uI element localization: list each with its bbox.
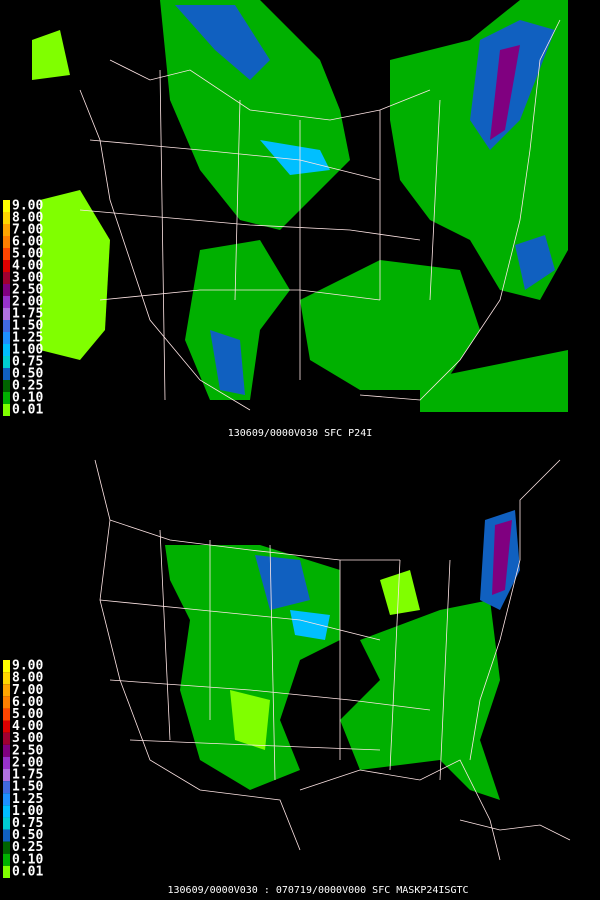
legend-swatch xyxy=(3,356,10,368)
legend-label: 6.00 xyxy=(12,695,43,710)
legend-swatch xyxy=(3,236,10,248)
legend-swatch xyxy=(3,684,10,697)
precip-area xyxy=(420,350,568,412)
precip-area xyxy=(290,610,330,640)
legend-label: 2.00 xyxy=(12,295,43,310)
legend-label: 0.75 xyxy=(12,355,43,370)
state-borders xyxy=(99,519,451,781)
legend-label: 0.10 xyxy=(12,391,43,406)
precip-area xyxy=(230,690,270,750)
legend-swatch xyxy=(3,708,10,721)
legend-swatch xyxy=(3,769,10,782)
legend-label: 2.50 xyxy=(12,283,43,298)
legend-label: 3.00 xyxy=(12,271,43,286)
map-caption: 130609/0000V030 SFC P24I xyxy=(228,428,373,439)
legend-label: 1.25 xyxy=(12,331,43,346)
legend-label: 7.00 xyxy=(12,683,43,698)
precip-area xyxy=(185,240,290,400)
legend-swatch xyxy=(3,805,10,818)
coastline xyxy=(94,459,571,861)
legend-swatch xyxy=(3,248,10,260)
legend-swatch xyxy=(3,817,10,830)
legend-label: 1.00 xyxy=(12,804,43,819)
legend-swatch xyxy=(3,308,10,320)
precip-area xyxy=(260,140,330,175)
legend-swatch xyxy=(3,392,10,404)
legend-swatch xyxy=(3,781,10,794)
legend-swatch xyxy=(3,260,10,272)
legend-swatch xyxy=(3,344,10,356)
state-borders xyxy=(79,59,441,401)
precip-area xyxy=(210,330,245,395)
legend-label: 8.00 xyxy=(12,211,43,226)
legend-swatch xyxy=(3,660,10,673)
legend-swatch xyxy=(3,720,10,733)
legend-swatch xyxy=(3,272,10,284)
map-panel-1 xyxy=(32,0,568,412)
legend-swatch xyxy=(3,793,10,806)
precip-area xyxy=(300,260,480,390)
precip-area xyxy=(32,30,70,80)
precip-area xyxy=(490,45,520,140)
legend-swatch xyxy=(3,380,10,392)
legend-label: 5.00 xyxy=(12,707,43,722)
legend-label: 0.25 xyxy=(12,379,43,394)
legend-swatch xyxy=(3,200,10,212)
legend-label: 1.75 xyxy=(12,307,43,322)
legend-swatch xyxy=(3,368,10,380)
map-caption: 130609/0000V030 : 070719/0000V000 SFC MA… xyxy=(167,885,468,896)
legend-label: 6.00 xyxy=(12,235,43,250)
precip-area xyxy=(175,5,270,80)
precip-area xyxy=(515,235,555,290)
legend-swatch xyxy=(3,841,10,854)
legend-swatch xyxy=(3,732,10,745)
legend-label: 8.00 xyxy=(12,671,43,686)
legend-label: 0.10 xyxy=(12,852,43,867)
map-panel-2 xyxy=(94,459,571,861)
precip-area xyxy=(165,545,340,790)
legend-label: 0.25 xyxy=(12,840,43,855)
legend-label: 0.50 xyxy=(12,367,43,382)
legend-label: 5.00 xyxy=(12,247,43,262)
legend-label: 3.00 xyxy=(12,731,43,746)
legend-swatch xyxy=(3,320,10,332)
legend-swatch xyxy=(3,756,10,769)
legend-swatch xyxy=(3,332,10,344)
legend-swatch xyxy=(3,296,10,308)
legend-swatch xyxy=(3,212,10,224)
legend-label: 4.00 xyxy=(12,259,43,274)
legend-label: 9.00 xyxy=(12,659,43,674)
legend-label: 1.50 xyxy=(12,780,43,795)
precip-area xyxy=(492,520,512,595)
legend-label: 0.01 xyxy=(12,403,43,418)
legend-swatch xyxy=(3,853,10,866)
legend-label: 2.00 xyxy=(12,755,43,770)
legend-swatch xyxy=(3,224,10,236)
legend-label: 7.00 xyxy=(12,223,43,238)
legend-label: 9.00 xyxy=(12,199,43,214)
legend-swatch xyxy=(3,672,10,685)
legend-label: 1.75 xyxy=(12,768,43,783)
legend-label: 0.01 xyxy=(12,864,43,879)
legend-label: 0.75 xyxy=(12,816,43,831)
legend-label: 2.50 xyxy=(12,743,43,758)
legend-label: 4.00 xyxy=(12,719,43,734)
precip-area xyxy=(255,555,310,610)
legend-swatch xyxy=(3,696,10,709)
legend-label: 1.00 xyxy=(12,343,43,358)
legend-swatch xyxy=(3,829,10,842)
legend-label: 1.25 xyxy=(12,792,43,807)
precip-area xyxy=(40,190,110,360)
legend-swatch xyxy=(3,865,10,878)
legend-label: 1.50 xyxy=(12,319,43,334)
precip-area xyxy=(380,570,420,615)
legend-label: 0.50 xyxy=(12,828,43,843)
legend-swatch xyxy=(3,284,10,296)
coastline xyxy=(79,19,561,411)
legend-swatch xyxy=(3,744,10,757)
legend-swatch xyxy=(3,404,10,416)
